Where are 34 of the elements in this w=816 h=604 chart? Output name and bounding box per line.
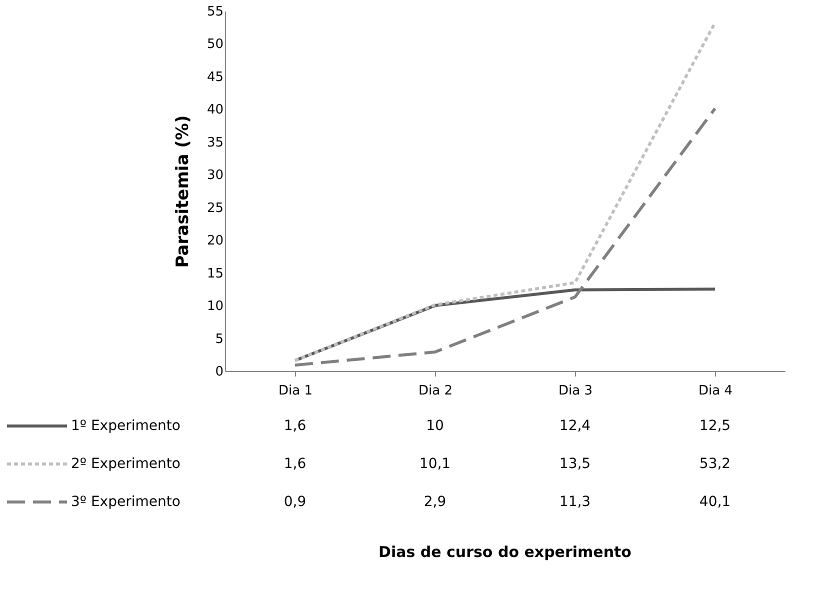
data-label: 11,3 (559, 494, 591, 510)
y-tick-label: 45 (206, 70, 224, 85)
y-tick-label: 0 (215, 364, 224, 380)
data-label: 1,6 (284, 418, 306, 434)
data-label: 13,5 (559, 456, 591, 472)
y-tick-label: 40 (206, 102, 224, 118)
data-label: 40,1 (699, 494, 731, 510)
x-tick-label: Dia 4 (698, 384, 732, 398)
x-tick-label: Dia 2 (418, 384, 452, 398)
y-tick-label: 20 (206, 234, 224, 249)
data-label: 10,1 (419, 456, 451, 472)
legend-label: 2º Experimento (71, 456, 180, 472)
y-tick-label: 5 (215, 332, 224, 347)
data-label: 12,5 (699, 418, 731, 434)
y-tick-label: 55 (206, 4, 224, 20)
y-tick-label: 25 (206, 200, 224, 216)
line-series (294, 107, 716, 367)
data-label: 53,2 (699, 456, 731, 472)
data-label: 1,6 (284, 456, 306, 472)
y-axis-title: Parasitemia (%) (172, 115, 193, 268)
data-label: 0,9 (284, 494, 306, 510)
y-tick-label: 10 (206, 299, 224, 314)
x-tick-label: Dia 3 (558, 384, 592, 398)
legend-label: 1º Experimento (71, 418, 180, 434)
y-tick-label: 50 (206, 37, 224, 52)
y-tick-label: 15 (206, 266, 224, 282)
text: Dias de curso do experimento (378, 543, 632, 561)
data-label: 2,9 (424, 494, 446, 510)
y-tick-label: 30 (206, 168, 224, 184)
legend-label: 3º Experimento (71, 494, 180, 510)
x-tick-label: Dia 1 (278, 384, 312, 398)
data-label: 12,4 (559, 418, 591, 434)
y-tick-label: 35 (206, 135, 224, 150)
data-label: 10 (426, 418, 444, 434)
